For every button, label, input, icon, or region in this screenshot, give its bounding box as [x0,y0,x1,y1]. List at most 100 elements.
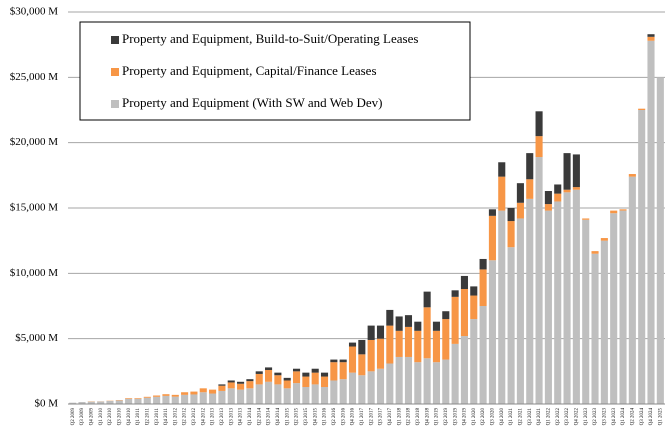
bar-segment [498,210,506,404]
bar-segment [330,362,338,381]
bar-segment [320,376,329,388]
bar-segment [451,290,459,297]
x-tick-label: Q3 2023 [603,408,608,426]
bar-segment [376,368,385,404]
bar-segment [274,375,282,385]
x-tick-label: Q4 2009 [89,408,94,426]
bar-segment [358,354,366,376]
bar-segment [237,381,245,384]
bar-segment [69,402,77,404]
bar-segment [470,319,478,404]
x-tick-label: Q1 2018 [397,408,402,426]
x-tick-label: Q3 2010 [117,408,122,426]
bar-segment [181,392,189,395]
x-tick-label: Q3 2022 [565,408,570,426]
y-tick-label: $20,000 M [10,136,59,148]
bar-segment [572,154,580,188]
x-tick-label: Q2 2013 [220,408,225,426]
bar-segment [227,382,235,389]
x-tick-label: Q3 2018 [416,408,421,426]
bar-segment [563,153,571,190]
x-tick-label: Q4 2011 [164,408,169,426]
y-tick-label: $30,000 M [10,6,59,18]
bar-segment [610,213,618,404]
y-tick-label: $15,000 M [10,202,59,214]
bar-segment [404,326,413,357]
bar-segment [460,336,468,404]
x-tick-label: Q1 2010 [99,408,104,426]
x-tick-label: Q1 2019 [435,408,440,426]
bar-segment [348,342,357,347]
legend-label: Property and Equipment, Build-to-Suit/Op… [122,31,418,46]
bar-segment [582,219,590,404]
x-tick-label: Q2 2016 [332,408,337,426]
bar-segment [339,359,347,363]
x-tick-label: Q3 2009 [80,408,85,426]
x-tick-label: Q4 2019 [463,408,468,426]
bar-segment [516,202,524,219]
bar-segment [265,367,273,371]
x-tick-label: Q1 2016 [323,408,328,426]
bar-segment [442,311,450,320]
bar-segment [255,373,263,385]
x-tick-label: Q1 2017 [360,408,365,426]
bar-segment [647,34,655,37]
x-tick-label: Q4 2014 [276,408,281,426]
bar-segment [479,306,487,404]
x-tick-label: Q2 2023 [593,408,598,426]
bar-segment [526,179,534,199]
bar-segment [237,389,245,404]
bar-segment [386,363,394,404]
x-tick-label: Q4 2012 [201,408,206,426]
x-tick-label: Q2 2011 [145,408,150,426]
bar-segment [563,192,571,404]
bar-segment [246,381,254,389]
bar-segment [460,275,468,290]
x-tick-label: Q1 2015 [285,408,290,426]
bar-segment [423,291,431,308]
bar-segment [451,343,459,404]
bar-segment [544,210,552,404]
bar-segment [246,388,254,404]
x-tick-label: Q3 2024 [640,408,645,426]
x-tick-label: Q4 2020 [500,408,505,426]
bar-segment [320,372,329,377]
bar-segment [320,387,329,404]
bar-segment [348,346,357,373]
bar-segment [171,394,179,397]
bar-segment [414,321,422,331]
x-tick-label: Q2 2014 [257,408,262,426]
x-tick-label: Q3 2015 [304,408,309,426]
bar-segment [311,368,319,373]
bar-segment [535,111,543,137]
x-tick-label: Q3 2011 [155,408,160,426]
bar-segment [554,193,562,202]
x-tick-label: Q4 2017 [388,408,393,426]
bar-segment [237,383,245,390]
bar-segment [283,377,291,381]
bar-segment [442,359,450,404]
bar-segment [367,325,375,340]
bar-segment [442,319,450,360]
x-tick-label: Q2 2018 [407,408,412,426]
bar-segment [283,388,291,404]
x-tick-label: Q4 2023 [612,408,617,426]
bar-segment [358,375,366,404]
bar-segment [526,198,534,404]
x-tick-label: Q3 2013 [229,408,234,426]
bar-segment [209,393,217,404]
bar-segment [488,209,496,216]
bar-segment [507,221,515,248]
bar-segment [153,396,161,404]
bar-segment [423,307,431,359]
bar-segment [302,376,310,388]
x-tick-label: Q3 2020 [491,408,496,426]
x-tick-label: Q3 2012 [192,408,197,426]
bar-segment [423,358,431,404]
bar-segment [125,398,133,404]
bar-segment [488,260,496,404]
bar-segment [367,371,375,404]
x-tick-label: Q3 2016 [341,408,346,426]
bar-segment [143,397,151,404]
bar-segment [199,388,207,393]
